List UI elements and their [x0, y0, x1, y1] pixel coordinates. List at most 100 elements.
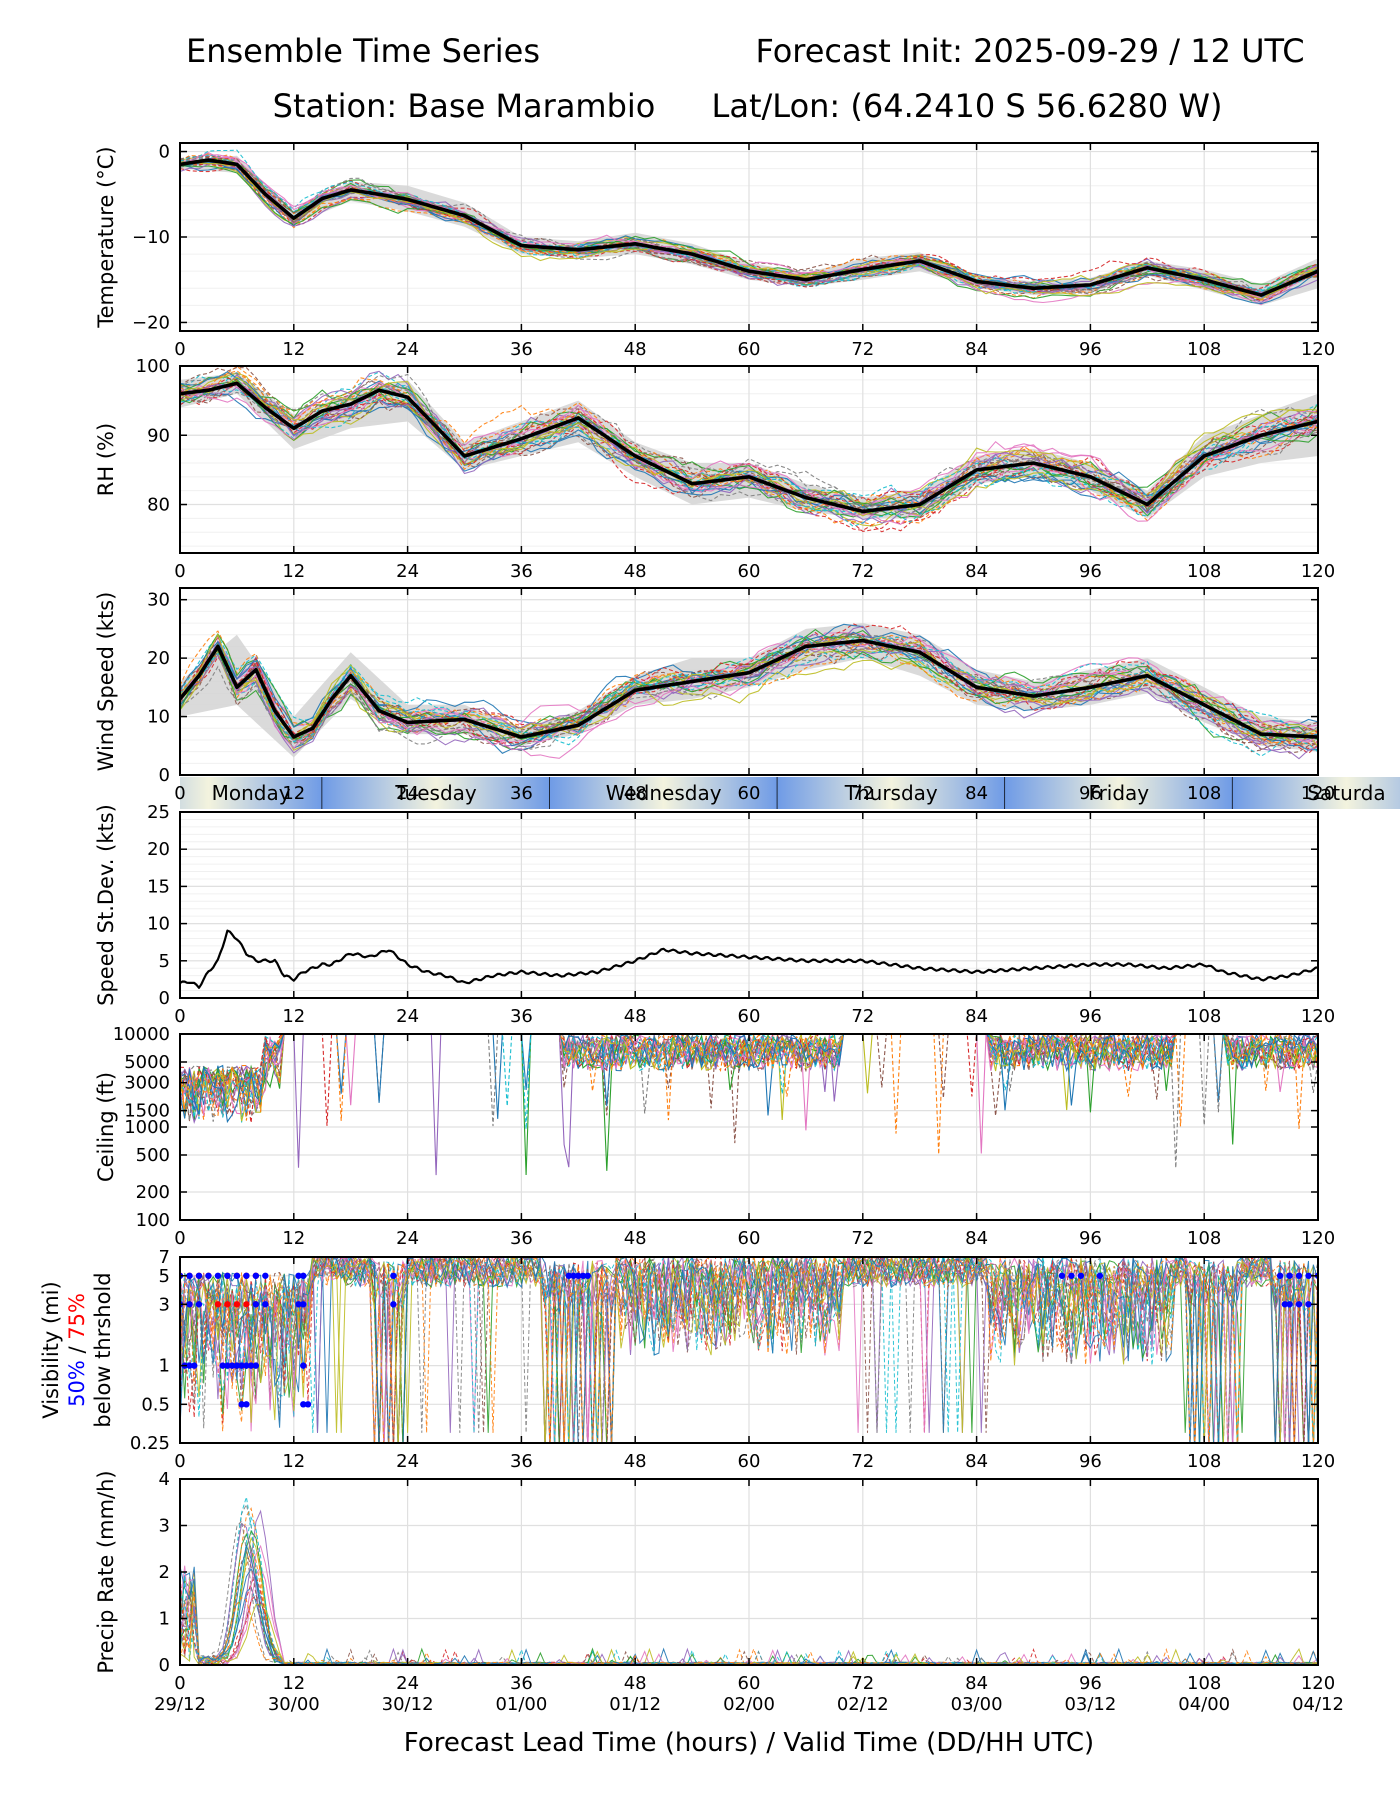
ceiling-ytick-label: 500: [136, 1145, 170, 1166]
temperature-member-line: [180, 158, 1318, 294]
title-right: Forecast Init: 2025-09-29 / 12 UTC: [755, 32, 1304, 70]
visibility-ytick-label: 7: [159, 1247, 170, 1268]
valid-time-label: 02/00: [723, 1694, 775, 1715]
rh-xtick-label: 12: [282, 561, 305, 582]
temperature-xtick-label: 36: [510, 339, 533, 360]
ceiling-ytick-label: 3000: [124, 1073, 170, 1094]
wind_speed-ytick-label: 10: [147, 707, 170, 728]
vis-50pct-marker: [238, 1362, 245, 1369]
rh-plot-area: [180, 366, 1318, 533]
speed_stdev-xtick-label: 0: [174, 1006, 185, 1027]
vis-50pct-marker: [233, 1272, 241, 1279]
ceiling-xtick-label: 84: [965, 1228, 988, 1249]
visibility-ylabel-threshold: below thrshold: [91, 1272, 115, 1427]
temperature-member-line: [180, 161, 1318, 301]
speed_stdev-ytick-label: 5: [159, 951, 170, 972]
rh-xtick-label: 60: [738, 561, 761, 582]
wind_speed-xtick-label: 0: [174, 783, 185, 804]
wind_speed-xtick-label: 36: [510, 783, 533, 804]
visibility-xtick-label: 36: [510, 1451, 533, 1472]
vis-50pct-marker: [390, 1272, 397, 1279]
precip_rate-xtick-label: 24: [396, 1673, 419, 1694]
ceiling-member-line: [180, 1034, 1318, 1124]
wind_speed-ytick-label: 0: [159, 765, 170, 786]
daybar-segment: [180, 777, 323, 809]
temperature-member-line: [180, 159, 1318, 297]
title-left: Ensemble Time Series: [186, 32, 540, 70]
ceiling-xtick-label: 0: [174, 1228, 185, 1249]
ceiling-xtick-label: 60: [738, 1228, 761, 1249]
precip_rate-ytick-label: 0: [159, 1655, 170, 1676]
wind_speed-member-line: [180, 634, 1318, 753]
speed_stdev-plot-area: [180, 929, 1318, 989]
temperature-xtick-label: 120: [1301, 339, 1335, 360]
valid-time-label: 03/00: [951, 1694, 1003, 1715]
valid-time-label: 02/12: [837, 1694, 889, 1715]
visibility-xtick-label: 72: [851, 1451, 874, 1472]
precip_rate-xtick-label: 60: [738, 1673, 761, 1694]
ceiling-ylabel: Ceiling (ft): [94, 1072, 118, 1182]
visibility-xtick-label: 96: [1079, 1451, 1102, 1472]
vis-50pct-marker: [1276, 1272, 1284, 1279]
wind_speed-mean-line: [180, 638, 1318, 739]
visibility-xtick-label: 0: [174, 1451, 185, 1472]
vis-50pct-marker: [191, 1362, 198, 1369]
speed_stdev-xtick-label: 84: [965, 1006, 988, 1027]
ceiling-member-line: [180, 1034, 1318, 1113]
vis-50pct-marker: [262, 1301, 269, 1308]
precip_rate-xtick-label: 72: [851, 1673, 874, 1694]
ceiling-ytick-label: 1000: [124, 1117, 170, 1138]
rh-member-line: [180, 371, 1318, 507]
wind_speed-spread-band: [180, 623, 1318, 758]
visibility-ylabel-pct: 50% / 75%: [65, 1293, 89, 1407]
visibility-xtick-label: 48: [624, 1451, 647, 1472]
wind_speed-plot-area: [180, 623, 1318, 760]
vis-75pct-marker: [224, 1301, 231, 1308]
vis-50pct-marker: [252, 1301, 260, 1308]
ceiling-member-line: [180, 1034, 1318, 1121]
rh-member-line: [180, 370, 1318, 526]
vis-50pct-marker: [295, 1301, 302, 1308]
ceiling-xtick-label: 96: [1079, 1228, 1102, 1249]
vis-50pct-marker: [1286, 1301, 1293, 1308]
day-label: Thursday: [844, 781, 938, 805]
vis-50pct-label: 50%: [65, 1360, 89, 1407]
wind_speed-member-line: [180, 635, 1318, 759]
wind_speed-ylabel: Wind Speed (kts): [94, 592, 118, 772]
speed_stdev-xtick-label: 36: [510, 1006, 533, 1027]
precip_rate-ytick-label: 3: [159, 1516, 170, 1537]
speed_stdev-xtick-label: 108: [1187, 1006, 1221, 1027]
visibility-xtick-label: 108: [1187, 1451, 1221, 1472]
wind_speed-member-line: [180, 633, 1318, 741]
wind_speed-ytick-label: 30: [147, 590, 170, 611]
daybar-segment: [1005, 777, 1233, 809]
valid-time-label: 30/12: [382, 1694, 434, 1715]
temperature-xtick-label: 72: [851, 339, 874, 360]
ceiling-ytick-label: 100: [136, 1210, 170, 1231]
vis-50pct-marker: [1286, 1272, 1293, 1279]
vis-50pct-marker: [579, 1272, 587, 1279]
speed_stdev-ytick-label: 25: [147, 802, 170, 823]
vis-50pct-marker: [300, 1401, 307, 1408]
speed_stdev-ylabel: Speed St.Dev. (kts): [94, 804, 118, 1006]
ceiling-ytick-label: 200: [136, 1182, 170, 1203]
vis-50pct-marker: [214, 1272, 222, 1279]
ceiling-xtick-label: 120: [1301, 1228, 1335, 1249]
wind_speed-xtick-label: 84: [965, 783, 988, 804]
wind_speed-member-line: [180, 653, 1318, 747]
ceiling-xtick-label: 108: [1187, 1228, 1221, 1249]
vis-50pct-marker: [224, 1272, 231, 1279]
vis-50pct-marker: [1096, 1272, 1104, 1279]
visibility-ytick-label: 3: [159, 1294, 170, 1315]
valid-time-label: 01/00: [495, 1694, 547, 1715]
wind_speed-xtick-label: 120: [1301, 783, 1335, 804]
ceiling-xtick-label: 48: [624, 1228, 647, 1249]
visibility-xtick-label: 12: [282, 1451, 305, 1472]
ceiling-member-line: [180, 1034, 1318, 1176]
vis-50pct-marker: [186, 1301, 193, 1308]
vis-50pct-marker: [1305, 1272, 1312, 1279]
vis-50pct-marker: [243, 1272, 250, 1279]
vis-50pct-marker: [575, 1272, 582, 1279]
visibility-xtick-label: 120: [1301, 1451, 1335, 1472]
